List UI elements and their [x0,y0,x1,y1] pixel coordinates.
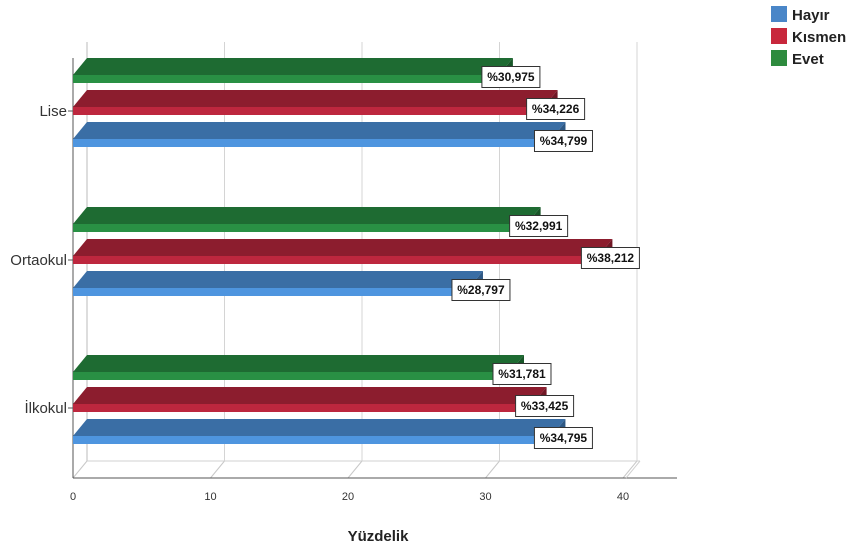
data-label-box [533,130,593,152]
x-tick-label: 20 [342,491,354,503]
bar-kısmen-lise [73,90,558,115]
x-tick-label: 10 [204,491,216,503]
legend-label: Evet [792,51,824,68]
x-tick-label: 40 [617,491,629,503]
category-label: Lise [39,103,67,120]
bar-evet-lise [73,58,513,83]
floor-gridline [485,460,500,479]
data-labels-group: %30,975 %34,226 %34,799 %32,991 %38,212 %28,7… [451,66,640,449]
data-label-box [515,395,575,417]
floor-gridline [210,460,225,479]
bar-hayır-ortaokul [73,271,483,296]
legend-swatch [771,6,787,22]
bar-kısmen-ortaokul [73,239,613,264]
bar-front-face [73,372,510,380]
bars-group [73,58,613,444]
data-label-text: %31,781 [498,367,546,381]
bar-hayır-lise [73,122,566,147]
bar-front-face [73,436,552,444]
bar-kısmen-i̇lkokul [73,387,547,412]
category-label: İlkokul [24,399,67,417]
data-label-text: %33,425 [521,399,569,413]
floor-right-edge [625,460,641,479]
data-label-text: %30,975 [487,70,535,84]
x-tick-label: 0 [70,491,76,503]
bar-evet-ortaokul [73,207,541,232]
data-label-text: %34,226 [532,102,580,116]
data-label-box [492,363,552,385]
bar-top-face [73,90,558,107]
data-label-box [580,247,640,269]
data-label-text: %34,799 [540,134,588,148]
data-label-text: %38,212 [587,251,635,265]
legend-label: Hayır [792,7,830,24]
data-label-kısmen-i̇lkokul: %33,425 [515,395,575,417]
data-label-hayır-lise: %34,799 [533,130,593,152]
data-label-hayır-i̇lkokul: %34,795 [533,427,593,449]
data-label-box [533,427,593,449]
legend: Hayır Kısmen Evet [771,6,846,68]
floor-gridline [622,460,638,479]
floor-gridline [347,460,363,479]
legend-item-kısmen: Kısmen [771,28,846,46]
floor-gridline [72,460,88,479]
bar-top-face [73,122,566,139]
bar-front-face [73,224,527,232]
bar-top-face [73,419,566,436]
bar-front-face [73,404,533,412]
data-label-kısmen-ortaokul: %38,212 [580,247,640,269]
bar-evet-i̇lkokul [73,355,524,380]
x-axis-title: Yüzdelik [348,528,410,545]
bar-top-face [73,271,483,288]
data-label-text: %28,797 [457,283,505,297]
data-label-box [451,279,511,301]
data-label-kısmen-lise: %34,226 [526,98,586,120]
bar-top-face [73,207,541,224]
bar-top-face [73,58,513,75]
bar-front-face [73,107,544,115]
bar-top-face [73,387,547,404]
data-label-evet-ortaokul: %32,991 [509,215,569,237]
data-label-evet-i̇lkokul: %31,781 [492,363,552,385]
legend-item-hayır: Hayır [771,6,830,24]
data-label-box [481,66,541,88]
tick-labels-group: 0 10 20 30 40 [70,491,629,503]
bar-hayır-i̇lkokul [73,419,566,444]
legend-label: Kısmen [792,29,846,46]
legend-swatch [771,50,787,66]
data-label-text: %32,991 [515,219,563,233]
legend-swatch [771,28,787,44]
category-label: Ortaokul [10,252,67,269]
legend-item-evet: Evet [771,50,824,68]
bar-top-face [73,355,524,372]
data-label-hayır-ortaokul: %28,797 [451,279,511,301]
data-label-box [509,215,569,237]
bar-top-face [73,239,613,256]
bar-front-face [73,75,499,83]
data-label-text: %34,795 [540,431,588,445]
data-label-evet-lise: %30,975 [481,66,541,88]
x-tick-label: 30 [479,491,491,503]
category-labels-group: Lise Ortaokul İlkokul [10,103,67,417]
bar-front-face [73,288,469,296]
data-label-box [526,98,586,120]
bar-front-face [73,256,599,264]
bar-front-face [73,139,552,147]
